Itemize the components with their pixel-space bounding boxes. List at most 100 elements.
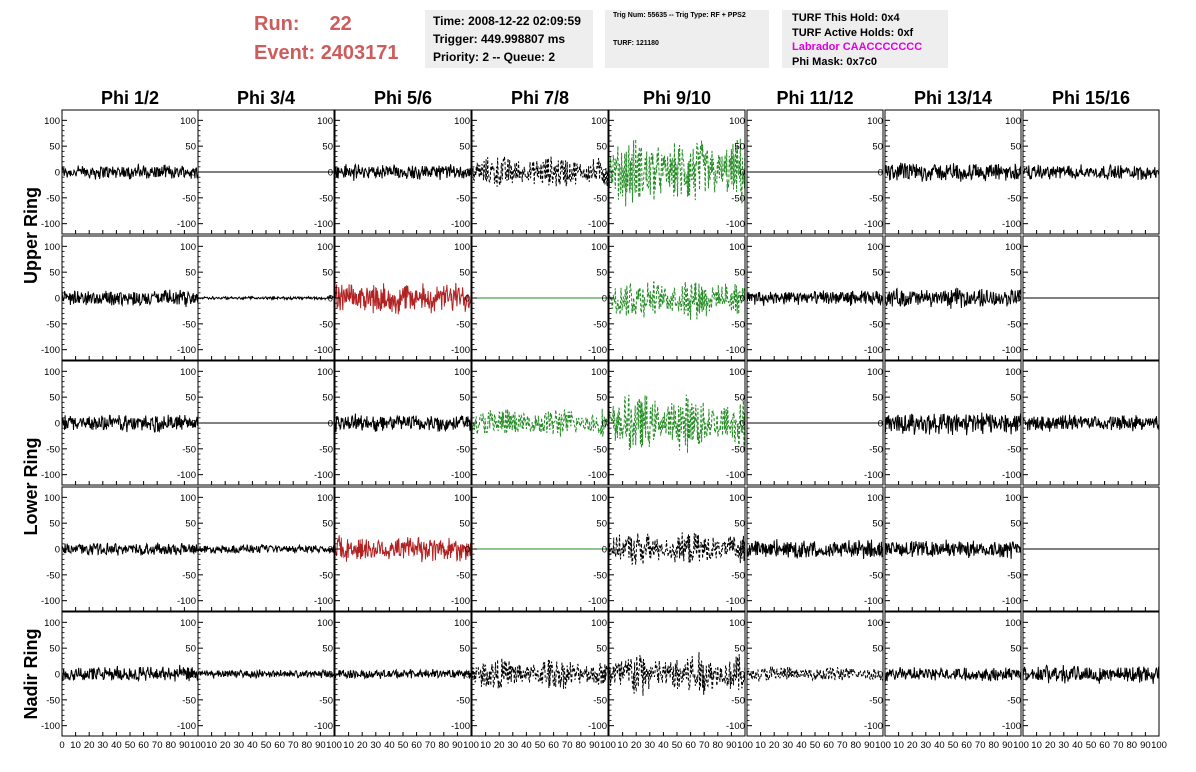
waveform-panel: 100 50 0 -50 -100 bbox=[588, 109, 746, 235]
y-tick-label: -50 bbox=[731, 193, 745, 204]
x-tick-label: 40 bbox=[247, 740, 258, 751]
x-tick-label: 10 bbox=[206, 740, 217, 751]
y-tick-label: 0 bbox=[328, 168, 333, 179]
y-tick-label: -100 bbox=[588, 470, 607, 481]
y-tick-label: 100 bbox=[1005, 242, 1021, 253]
waveform-panel: 100 50 0 -50 -100 bbox=[726, 360, 884, 486]
y-tick-label: 0 bbox=[878, 419, 883, 430]
x-tick-label: 70 bbox=[837, 740, 848, 751]
turf-text: TURF: 121180 bbox=[613, 40, 659, 47]
waveform-panel: 100 50 0 -50 -100 bbox=[1002, 486, 1160, 612]
y-tick-label: 0 bbox=[1016, 545, 1021, 556]
y-tick-label: -50 bbox=[319, 319, 333, 330]
y-tick-label: -100 bbox=[451, 721, 470, 732]
ring-label: Lower Ring bbox=[21, 438, 41, 536]
priority-text: Priority: 2 -- Queue: 2 bbox=[433, 50, 556, 64]
y-tick-label: -100 bbox=[726, 219, 745, 230]
y-tick-label: 0 bbox=[740, 670, 745, 681]
x-tick-label: 30 bbox=[98, 740, 109, 751]
column-header: Phi 1/2 bbox=[101, 88, 159, 108]
x-tick-label: 90 bbox=[864, 740, 875, 751]
x-tick-label: 20 bbox=[357, 740, 368, 751]
y-tick-label: -50 bbox=[593, 695, 607, 706]
y-tick-label: 50 bbox=[872, 519, 883, 530]
y-tick-label: -50 bbox=[456, 193, 470, 204]
y-tick-label: 50 bbox=[322, 393, 333, 404]
x-tick-label: 20 bbox=[84, 740, 95, 751]
y-tick-label: 100 bbox=[180, 493, 196, 504]
x-tick-label: 100 bbox=[600, 740, 616, 751]
x-tick-label: 40 bbox=[521, 740, 532, 751]
x-tick-label: 10 bbox=[893, 740, 904, 751]
waveform-trace bbox=[335, 668, 472, 680]
x-tick-label: 90 bbox=[1002, 740, 1013, 751]
y-tick-label: -100 bbox=[726, 596, 745, 607]
waveform-panel: 100 50 0 -50 -100 bbox=[1002, 360, 1160, 486]
y-tick-label: -50 bbox=[456, 570, 470, 581]
y-tick-label: 50 bbox=[459, 519, 470, 530]
x-tick-label: 60 bbox=[823, 740, 834, 751]
y-tick-label: 50 bbox=[872, 142, 883, 153]
y-tick-label: -100 bbox=[1002, 721, 1021, 732]
waveform-trace bbox=[334, 413, 472, 433]
y-tick-label: 0 bbox=[328, 294, 333, 305]
y-tick-label: 0 bbox=[55, 670, 60, 681]
labrador-text: Labrador CAACCCCCCC bbox=[792, 41, 923, 53]
y-tick-label: 0 bbox=[465, 168, 470, 179]
y-tick-label: 50 bbox=[734, 142, 745, 153]
y-tick-label: 50 bbox=[872, 268, 883, 279]
y-tick-label: 100 bbox=[180, 242, 196, 253]
x-tick-label: 30 bbox=[1059, 740, 1070, 751]
y-tick-label: 0 bbox=[740, 419, 745, 430]
x-tick-label: 50 bbox=[398, 740, 409, 751]
y-tick-label: -100 bbox=[451, 345, 470, 356]
column-header: Phi 9/10 bbox=[643, 88, 711, 108]
x-tick-label: 10 bbox=[1031, 740, 1042, 751]
y-tick-label: 50 bbox=[185, 393, 196, 404]
y-tick-label: 100 bbox=[44, 367, 60, 378]
y-tick-label: 0 bbox=[328, 670, 333, 681]
y-tick-label: -50 bbox=[182, 444, 196, 455]
x-tick-label: 60 bbox=[274, 740, 285, 751]
y-tick-label: -50 bbox=[46, 444, 60, 455]
y-tick-label: 50 bbox=[734, 519, 745, 530]
waveform-trace bbox=[61, 289, 199, 308]
y-tick-label: 100 bbox=[44, 242, 60, 253]
y-tick-label: -100 bbox=[41, 596, 60, 607]
waveform-panel: 100 50 0 -50 -100 bbox=[41, 109, 199, 235]
y-tick-label: -100 bbox=[41, 345, 60, 356]
y-tick-label: -50 bbox=[1007, 570, 1021, 581]
y-tick-label: 0 bbox=[465, 545, 470, 556]
y-tick-label: -100 bbox=[588, 219, 607, 230]
y-tick-label: 50 bbox=[1010, 142, 1021, 153]
waveform-trace bbox=[197, 543, 335, 555]
y-tick-label: -100 bbox=[451, 596, 470, 607]
y-tick-label: -50 bbox=[869, 444, 883, 455]
y-tick-label: 50 bbox=[872, 644, 883, 655]
turf-active-holds-text: TURF Active Holds: 0xf bbox=[792, 26, 914, 39]
x-tick-label: 40 bbox=[658, 740, 669, 751]
panel-frame bbox=[471, 611, 609, 737]
x-tick-label: 70 bbox=[1113, 740, 1124, 751]
y-tick-label: -100 bbox=[314, 470, 333, 481]
x-tick-label: 90 bbox=[1140, 740, 1151, 751]
y-tick-label: -50 bbox=[319, 444, 333, 455]
y-tick-label: 0 bbox=[878, 545, 883, 556]
waveform-trace bbox=[608, 138, 746, 207]
y-tick-label: -100 bbox=[177, 219, 196, 230]
y-tick-label: -100 bbox=[864, 721, 883, 732]
y-tick-label: -50 bbox=[46, 319, 60, 330]
waveform-panel: 100 50 0 -50 -100 bbox=[864, 109, 1022, 235]
column-header: Phi 3/4 bbox=[237, 88, 295, 108]
waveform-panel: 100 50 0 -50 -100 bbox=[314, 360, 472, 486]
y-tick-label: 100 bbox=[1005, 618, 1021, 629]
y-tick-label: 100 bbox=[317, 116, 333, 127]
y-tick-label: 0 bbox=[1016, 168, 1021, 179]
x-tick-label: 30 bbox=[921, 740, 932, 751]
y-tick-label: 100 bbox=[454, 618, 470, 629]
waveform-panel: 100 50 0 -50 -100 bbox=[588, 486, 746, 612]
y-tick-label: -100 bbox=[726, 470, 745, 481]
